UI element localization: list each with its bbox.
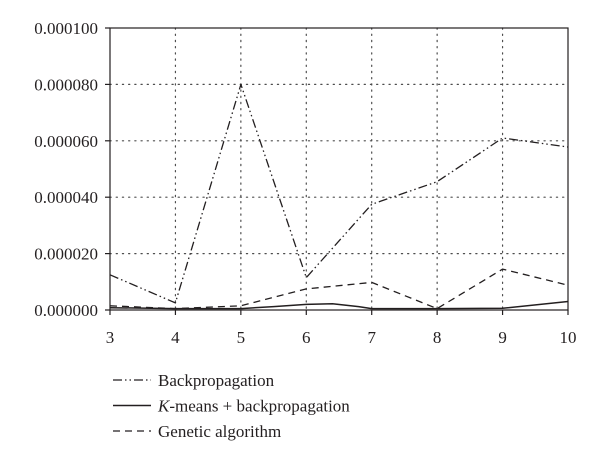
x-tick-label: 10 bbox=[560, 328, 577, 347]
y-tick-label: 0.000000 bbox=[34, 301, 98, 320]
x-tick-label: 3 bbox=[106, 328, 115, 347]
series-line-3 bbox=[109, 268, 569, 310]
legend-label: Backpropagation bbox=[158, 371, 275, 390]
y-tick-label: 0.000060 bbox=[34, 132, 98, 151]
y-tick-label: 0.000100 bbox=[34, 19, 98, 38]
x-tick-label: 7 bbox=[367, 328, 376, 347]
x-tick-label: 4 bbox=[171, 328, 180, 347]
series-line-2 bbox=[109, 300, 569, 310]
gridlines bbox=[109, 27, 569, 311]
legend-label: Genetic algorithm bbox=[158, 422, 281, 441]
plot-frame bbox=[105, 27, 569, 315]
series-lines bbox=[109, 83, 569, 310]
x-tick-label: 6 bbox=[302, 328, 311, 347]
y-tick-label: 0.000040 bbox=[34, 188, 98, 207]
series-line-1 bbox=[109, 83, 569, 304]
y-tick-label: 0.000080 bbox=[34, 75, 98, 94]
x-tick-label: 5 bbox=[237, 328, 246, 347]
plot-border bbox=[109, 27, 569, 311]
legend-label: K-means + backpropagation bbox=[157, 397, 350, 416]
x-tick-label: 9 bbox=[498, 328, 507, 347]
y-tick-label: 0.000020 bbox=[34, 245, 98, 264]
x-tick-label: 8 bbox=[433, 328, 442, 347]
tick-labels: 3 4 5 6 7 8 9 10 0.000000 0.000020 0.000040 0.00006… bbox=[34, 19, 576, 347]
legend: Backpropagation K-means + backpropagation… bbox=[113, 371, 350, 441]
